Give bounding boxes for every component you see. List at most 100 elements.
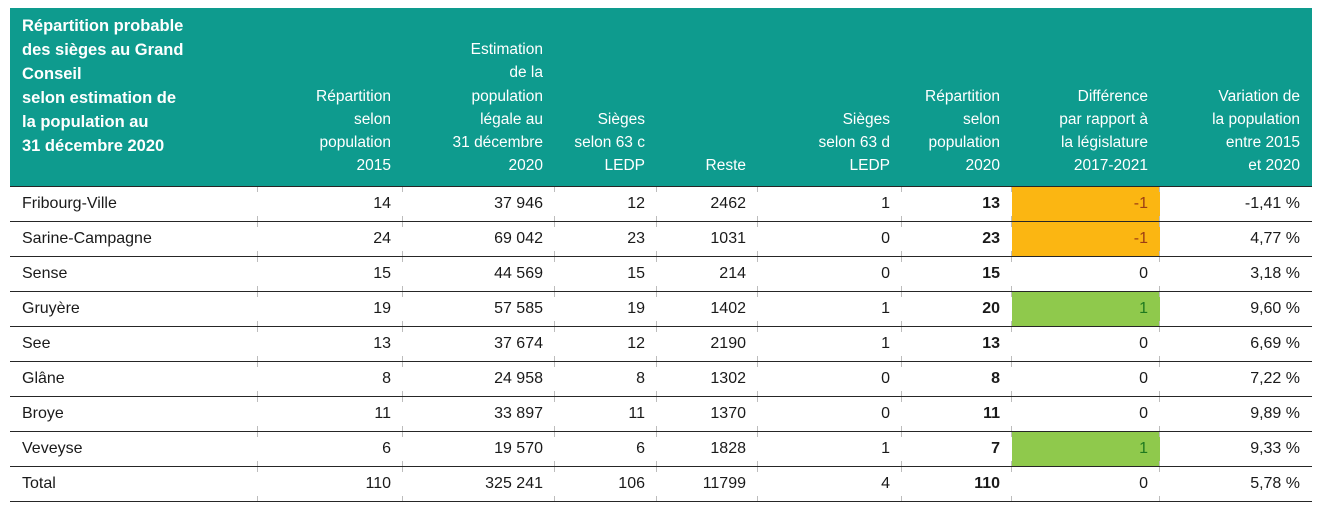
cell-seats-2015: 8 (257, 361, 403, 396)
cell-seats-63d: 0 (757, 396, 902, 431)
cell-population-2020: 19 570 (402, 431, 555, 466)
cell-variation: 9,33 % (1159, 431, 1312, 466)
col-header-population-estimate-2020: Estimation de la population légale au 31… (403, 8, 555, 186)
col-header-seats-63d-ledp: Sièges selon 63 d LEDP (758, 8, 902, 186)
cell-seats-63d: 1 (757, 431, 902, 466)
cell-seats-2015: 19 (257, 291, 403, 326)
cell-seats-2020: 13 (901, 186, 1012, 221)
cell-variation: -1,41 % (1159, 186, 1312, 221)
cell-variation: 9,89 % (1159, 396, 1312, 431)
cell-district: Broye (10, 396, 258, 431)
cell-variation: 4,77 % (1159, 221, 1312, 256)
table-row: Glâne 8 24 958 8 1302 0 8 0 7,22 % (10, 361, 1312, 396)
cell-seats-2020: 15 (901, 256, 1012, 291)
cell-variation: 6,69 % (1159, 326, 1312, 361)
table-title: Répartition probable des sièges au Grand… (10, 8, 258, 186)
cell-reste: 214 (656, 256, 758, 291)
col-header-reste: Reste (657, 8, 758, 186)
cell-seats-2020: 23 (901, 221, 1012, 256)
cell-population-2020: 325 241 (402, 466, 555, 501)
col-header-difference-legislature: Différence par rapport à la législature … (1012, 8, 1160, 186)
cell-district: Veveyse (10, 431, 258, 466)
table-row: Veveyse 6 19 570 6 1828 1 7 1 9,33 % (10, 431, 1312, 466)
cell-reste: 2190 (656, 326, 758, 361)
cell-population-2020: 44 569 (402, 256, 555, 291)
cell-seats-2020: 110 (901, 466, 1012, 501)
col-header-population-variation: Variation de la population entre 2015 et… (1160, 8, 1312, 186)
cell-seats-2020: 8 (901, 361, 1012, 396)
cell-difference: 0 (1011, 361, 1160, 396)
cell-seats-2015: 110 (257, 466, 403, 501)
cell-district: Gruyère (10, 291, 258, 326)
cell-seats-2020: 13 (901, 326, 1012, 361)
cell-seats-63c: 12 (554, 326, 657, 361)
table-row: See 13 37 674 12 2190 1 13 0 6,69 % (10, 326, 1312, 361)
table-row: Fribourg-Ville 14 37 946 12 2462 1 13 -1 -1,41 % (10, 186, 1312, 221)
table-header: Répartition probable des sièges au Grand… (10, 8, 1312, 186)
cell-difference: 0 (1011, 326, 1160, 361)
cell-variation: 3,18 % (1159, 256, 1312, 291)
cell-seats-2015: 15 (257, 256, 403, 291)
cell-population-2020: 57 585 (402, 291, 555, 326)
table-body: Fribourg-Ville 14 37 946 12 2462 1 13 -1 -1,41 %… (10, 186, 1312, 501)
cell-district: Glâne (10, 361, 258, 396)
cell-seats-63c: 19 (554, 291, 657, 326)
cell-reste: 1302 (656, 361, 758, 396)
cell-seats-2015: 14 (257, 186, 403, 221)
cell-reste: 1402 (656, 291, 758, 326)
cell-difference: -1 (1011, 221, 1160, 256)
table-row: Sense 15 44 569 15 214 0 15 0 3,18 % (10, 256, 1312, 291)
cell-difference: -1 (1011, 186, 1160, 221)
cell-seats-63c: 106 (554, 466, 657, 501)
cell-seats-63c: 23 (554, 221, 657, 256)
cell-seats-63d: 0 (757, 221, 902, 256)
cell-seats-63d: 1 (757, 291, 902, 326)
cell-seats-2020: 20 (901, 291, 1012, 326)
cell-reste: 1370 (656, 396, 758, 431)
cell-seats-63c: 8 (554, 361, 657, 396)
cell-difference: 1 (1011, 431, 1160, 466)
table-row: Broye 11 33 897 11 1370 0 11 0 9,89 % (10, 396, 1312, 431)
cell-population-2020: 37 674 (402, 326, 555, 361)
cell-population-2020: 24 958 (402, 361, 555, 396)
cell-seats-2015: 24 (257, 221, 403, 256)
table-row-total: Total 110 325 241 106 11799 4 110 0 5,78 % (10, 466, 1312, 501)
col-header-seats-2015: Répartition selon population 2015 (258, 8, 403, 186)
header-row: Répartition probable des sièges au Grand… (10, 8, 1312, 186)
cell-seats-63c: 11 (554, 396, 657, 431)
cell-reste: 1031 (656, 221, 758, 256)
cell-district: See (10, 326, 258, 361)
col-header-seats-63c-ledp: Sièges selon 63 c LEDP (555, 8, 657, 186)
cell-seats-2015: 13 (257, 326, 403, 361)
cell-district: Sarine-Campagne (10, 221, 258, 256)
cell-seats-2015: 6 (257, 431, 403, 466)
cell-seats-63c: 15 (554, 256, 657, 291)
cell-seats-63c: 12 (554, 186, 657, 221)
cell-difference: 0 (1011, 466, 1160, 501)
cell-seats-2015: 11 (257, 396, 403, 431)
cell-difference: 0 (1011, 396, 1160, 431)
cell-difference: 1 (1011, 291, 1160, 326)
cell-district: Sense (10, 256, 258, 291)
cell-population-2020: 37 946 (402, 186, 555, 221)
cell-reste: 1828 (656, 431, 758, 466)
cell-reste: 11799 (656, 466, 758, 501)
cell-seats-63c: 6 (554, 431, 657, 466)
cell-seats-63d: 1 (757, 186, 902, 221)
seat-distribution-table-container: Répartition probable des sièges au Grand… (10, 8, 1312, 502)
cell-population-2020: 33 897 (402, 396, 555, 431)
cell-seats-63d: 4 (757, 466, 902, 501)
cell-seats-2020: 11 (901, 396, 1012, 431)
cell-seats-63d: 1 (757, 326, 902, 361)
cell-district: Fribourg-Ville (10, 186, 258, 221)
cell-population-2020: 69 042 (402, 221, 555, 256)
cell-variation: 9,60 % (1159, 291, 1312, 326)
table-row: Gruyère 19 57 585 19 1402 1 20 1 9,60 % (10, 291, 1312, 326)
cell-reste: 2462 (656, 186, 758, 221)
col-header-seats-2020: Répartition selon population 2020 (902, 8, 1012, 186)
cell-seats-63d: 0 (757, 256, 902, 291)
cell-seats-63d: 0 (757, 361, 902, 396)
cell-district: Total (10, 466, 258, 501)
cell-seats-2020: 7 (901, 431, 1012, 466)
cell-variation: 7,22 % (1159, 361, 1312, 396)
